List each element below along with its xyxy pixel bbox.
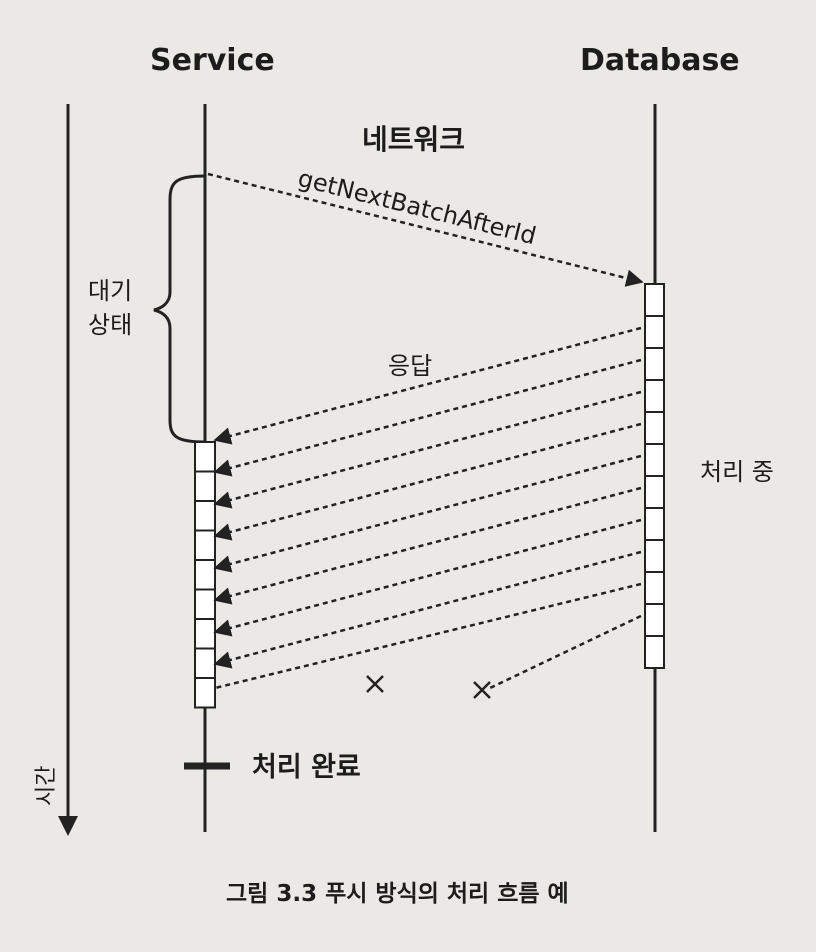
response-arrow — [213, 390, 642, 509]
database-block — [644, 475, 665, 509]
participant-service: Service — [150, 43, 275, 78]
service-block — [194, 500, 216, 532]
network-label: 네트워크 — [362, 123, 466, 156]
service-block — [194, 559, 216, 591]
completed-label: 처리 완료 — [252, 752, 361, 783]
figure-caption: 그림 3.3 푸시 방식의 처리 흐름 예 — [226, 881, 569, 907]
service-block — [194, 529, 216, 561]
service-block — [194, 588, 216, 620]
response-arrow — [213, 486, 642, 605]
response-arrow — [213, 422, 642, 541]
response-arrows — [213, 326, 642, 669]
service-block — [194, 470, 216, 502]
database-block — [644, 603, 665, 637]
lost-response-arrow — [214, 582, 642, 690]
lost-responses — [214, 582, 642, 699]
time-axis-label: 시간 — [34, 765, 59, 806]
database-block — [644, 443, 665, 477]
database-block — [644, 635, 665, 669]
response-arrow — [213, 358, 642, 477]
database-block — [644, 315, 665, 349]
service-block — [194, 618, 216, 650]
wait-state-line-1: 대기 — [88, 277, 133, 305]
service-received-blocks — [194, 441, 216, 709]
wait-state-label: 대기 상태 — [88, 274, 132, 342]
database-block — [644, 507, 665, 541]
wait-state-brace — [153, 174, 206, 444]
database-block — [644, 283, 665, 317]
response-arrow — [213, 518, 642, 637]
lost-x-mark — [366, 675, 384, 693]
service-block — [194, 647, 216, 679]
lost-response-arrow — [489, 614, 642, 690]
response-arrow — [213, 454, 642, 573]
database-block — [644, 411, 665, 445]
participant-database: Database — [580, 43, 740, 78]
response-label: 응답 — [388, 352, 433, 380]
database-block — [644, 571, 665, 605]
service-block — [194, 441, 216, 473]
time-axis-arrowhead — [58, 816, 78, 836]
service-block — [194, 677, 216, 709]
response-arrow — [213, 550, 642, 669]
database-block — [644, 347, 665, 381]
database-processing-blocks — [644, 283, 665, 669]
request-arrow — [207, 172, 644, 287]
lost-x-mark — [473, 681, 491, 699]
processing-label: 처리 중 — [700, 458, 774, 486]
database-block — [644, 539, 665, 573]
wait-state-line-2: 상태 — [88, 311, 133, 339]
database-block — [644, 379, 665, 413]
response-arrow — [213, 326, 642, 445]
